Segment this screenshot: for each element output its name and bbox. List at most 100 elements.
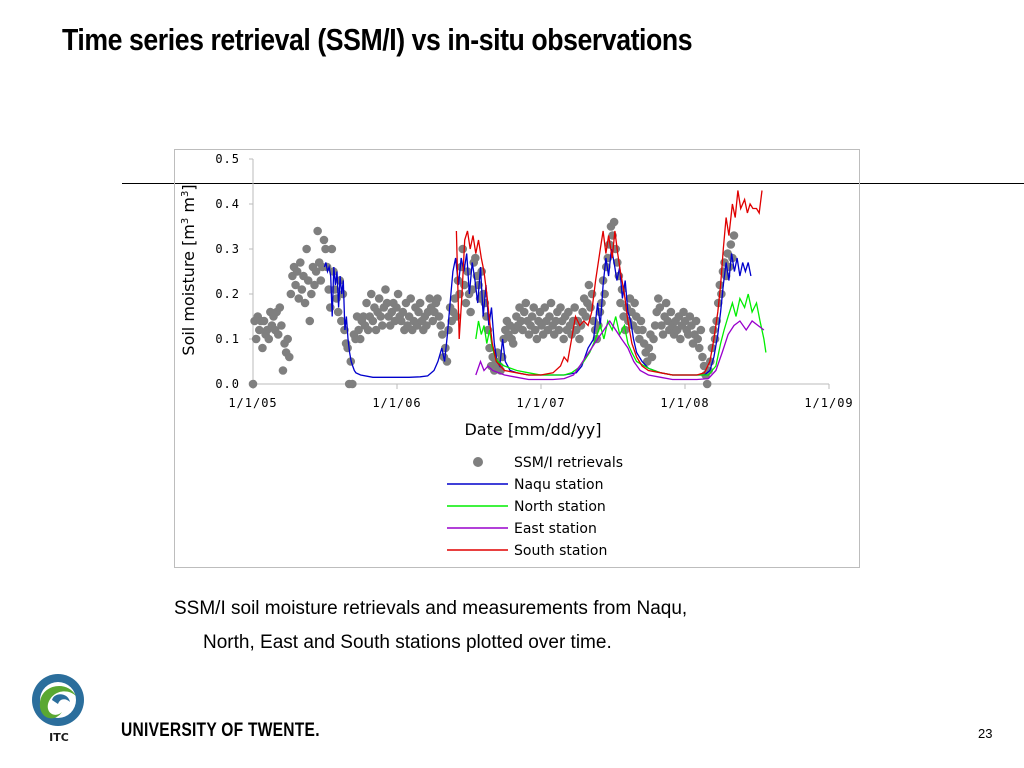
slide-title: Time series retrieval (SSM/I) vs in-situ… (62, 22, 693, 57)
ssmi-retrieval-point (302, 244, 311, 254)
ssmi-retrieval-point (436, 321, 445, 330)
ssmi-retrieval-point (283, 334, 292, 344)
x-tick-label: 1/1/08 (660, 396, 709, 410)
title-rule (122, 183, 1024, 184)
caption-line-2: North, East and South stations plotted o… (203, 632, 612, 653)
ssmi-retrieval-point (305, 316, 315, 326)
ssmi-retrieval-point (609, 217, 619, 227)
ssmi-retrieval-point (729, 231, 739, 240)
x-tick-label: 1/1/09 (804, 396, 853, 410)
ssmi-retrieval-point (381, 285, 390, 294)
ssmi-retrieval-point (278, 366, 288, 375)
ssmi-retrieval-point (666, 307, 676, 317)
ssmi-retrieval-point (333, 307, 343, 317)
ssmi-retrieval-point (649, 334, 658, 344)
ssmi-retrieval-point (540, 303, 550, 312)
ssmi-retrieval-point (698, 352, 707, 362)
x-tick-label: 1/1/07 (516, 396, 565, 410)
ssmi-retrieval-point (376, 312, 386, 321)
station-lines (323, 190, 767, 381)
ssmi-retrieval-point (422, 321, 431, 330)
ssmi-retrieval-point (661, 298, 671, 308)
ssmi-retrieval-point (311, 267, 321, 276)
itc-logo: ITC (28, 672, 90, 749)
y-tick-label: 0.5 (215, 152, 240, 166)
ssmi-retrieval-point (434, 312, 444, 321)
ssmi-retrieval-point (275, 303, 285, 312)
ssmi-retrieval-point (586, 303, 595, 312)
ssmi-retrieval-point (393, 289, 403, 299)
ssmi-retrieval-point (508, 339, 518, 348)
ssmi-retrieval-point (655, 303, 665, 312)
x-axis-label: Date [mm/dd/yy] (464, 420, 601, 439)
ssmi-retrieval-point (524, 330, 534, 339)
ssmi-retrieval-point (683, 330, 693, 339)
axes: 0.0 0.1 0.2 0.3 0.4 0.5 1/1/05 1/1/06 1/1/07 1/1/… (215, 152, 853, 410)
ssmi-retrieval-point (406, 294, 416, 303)
ssmi-retrieval-point (303, 276, 313, 285)
ssmi-retrieval-point (616, 298, 625, 308)
ssmi-retrieval-point (316, 276, 326, 285)
ssmi-retrieval-point (321, 244, 330, 254)
legend-label-naqu-station: Naqu station (514, 477, 603, 493)
ssmi-retrieval-point (527, 312, 537, 321)
ssmi-retrieval-point (363, 325, 373, 335)
north-station-line (475, 293, 767, 376)
figure-caption: SSM/I soil moisture retrievals and measu… (174, 592, 874, 660)
ssmi-retrieval-point (693, 334, 703, 344)
legend: SSM/I retrievals Naqu station North statio… (447, 455, 623, 559)
ssmi-retrieval-point (452, 312, 461, 321)
ssmi-retrieval-point (368, 316, 378, 326)
ssmi-retrieval-point (556, 303, 565, 312)
ssmi-retrieval-point (691, 316, 701, 326)
svg-text:ITC: ITC (49, 731, 69, 744)
ssmi-retrieval-point (518, 325, 527, 335)
ssmi-retrieval-point (300, 298, 310, 308)
chart-frame: 0.0 0.1 0.2 0.3 0.4 0.5 1/1/05 1/1/06 1/1/07 1/1/… (174, 149, 860, 568)
y-axis-label: Soil moisture [m3 m3] (179, 184, 198, 355)
ssmi-retrieval-point (570, 303, 580, 312)
ssmi-retrieval-point (382, 298, 392, 308)
ssmi-retrieval-point (374, 294, 384, 303)
ssmi-retrieval-point (284, 352, 294, 362)
ssmi-retrieval-point (521, 298, 531, 308)
ssmi-retrieval-point (255, 325, 264, 335)
ssmi-retrieval-point (676, 334, 685, 344)
y-tick-label: 0.1 (215, 332, 240, 346)
ssmi-retrieval-point (530, 325, 540, 335)
ssmi-retrieval-point (519, 307, 529, 317)
ssmi-retrieval-point (259, 316, 269, 326)
ssmi-retrieval-point (415, 298, 425, 308)
ssmi-retrieval-point (471, 253, 480, 263)
ssmi-retrieval-point (277, 321, 286, 330)
ssmi-retrieval-point (630, 298, 639, 308)
ssmi-retrieval-point (310, 280, 319, 290)
ssmi-retrieval-point (307, 289, 316, 299)
ssmi-retrieval-point (694, 343, 704, 353)
legend-label-east-station: East station (514, 521, 597, 537)
ssmi-retrieval-point (685, 312, 695, 321)
itc-logo-icon: ITC (32, 674, 84, 744)
ssmi-retrieval-point (529, 303, 539, 312)
ssmi-retrieval-point (696, 325, 706, 335)
university-name: UNIVERSITY OF TWENTE. (121, 720, 320, 741)
page-number: 23 (978, 726, 993, 741)
ssmi-retrieval-point (319, 235, 329, 245)
ssmi-retrieval-point (378, 321, 387, 330)
legend-label-south-station: South station (514, 543, 607, 559)
ssmi-retrieval-point (433, 294, 442, 303)
ssmi-retrieval-point (396, 316, 406, 326)
south-station-line (455, 190, 763, 376)
soil-moisture-chart: 0.0 0.1 0.2 0.3 0.4 0.5 1/1/05 1/1/06 1/1/07 1/1/… (179, 152, 853, 559)
y-tick-label: 0.3 (215, 242, 240, 256)
ssmi-retrieval-point (273, 330, 283, 339)
ssmi-retrieval-point (338, 289, 348, 299)
ssmi-retrieval-point (264, 334, 274, 344)
ssmi-retrieval-point (425, 294, 434, 303)
ssmi-retrieval-point (362, 298, 371, 308)
ssmi-retrieval-point (581, 312, 591, 321)
ssmi-retrieval-point (291, 280, 300, 290)
ssmi-retrieval-point (717, 289, 726, 299)
y-tick-label: 0.2 (215, 287, 240, 301)
ssmi-retrieval-point (584, 280, 594, 290)
